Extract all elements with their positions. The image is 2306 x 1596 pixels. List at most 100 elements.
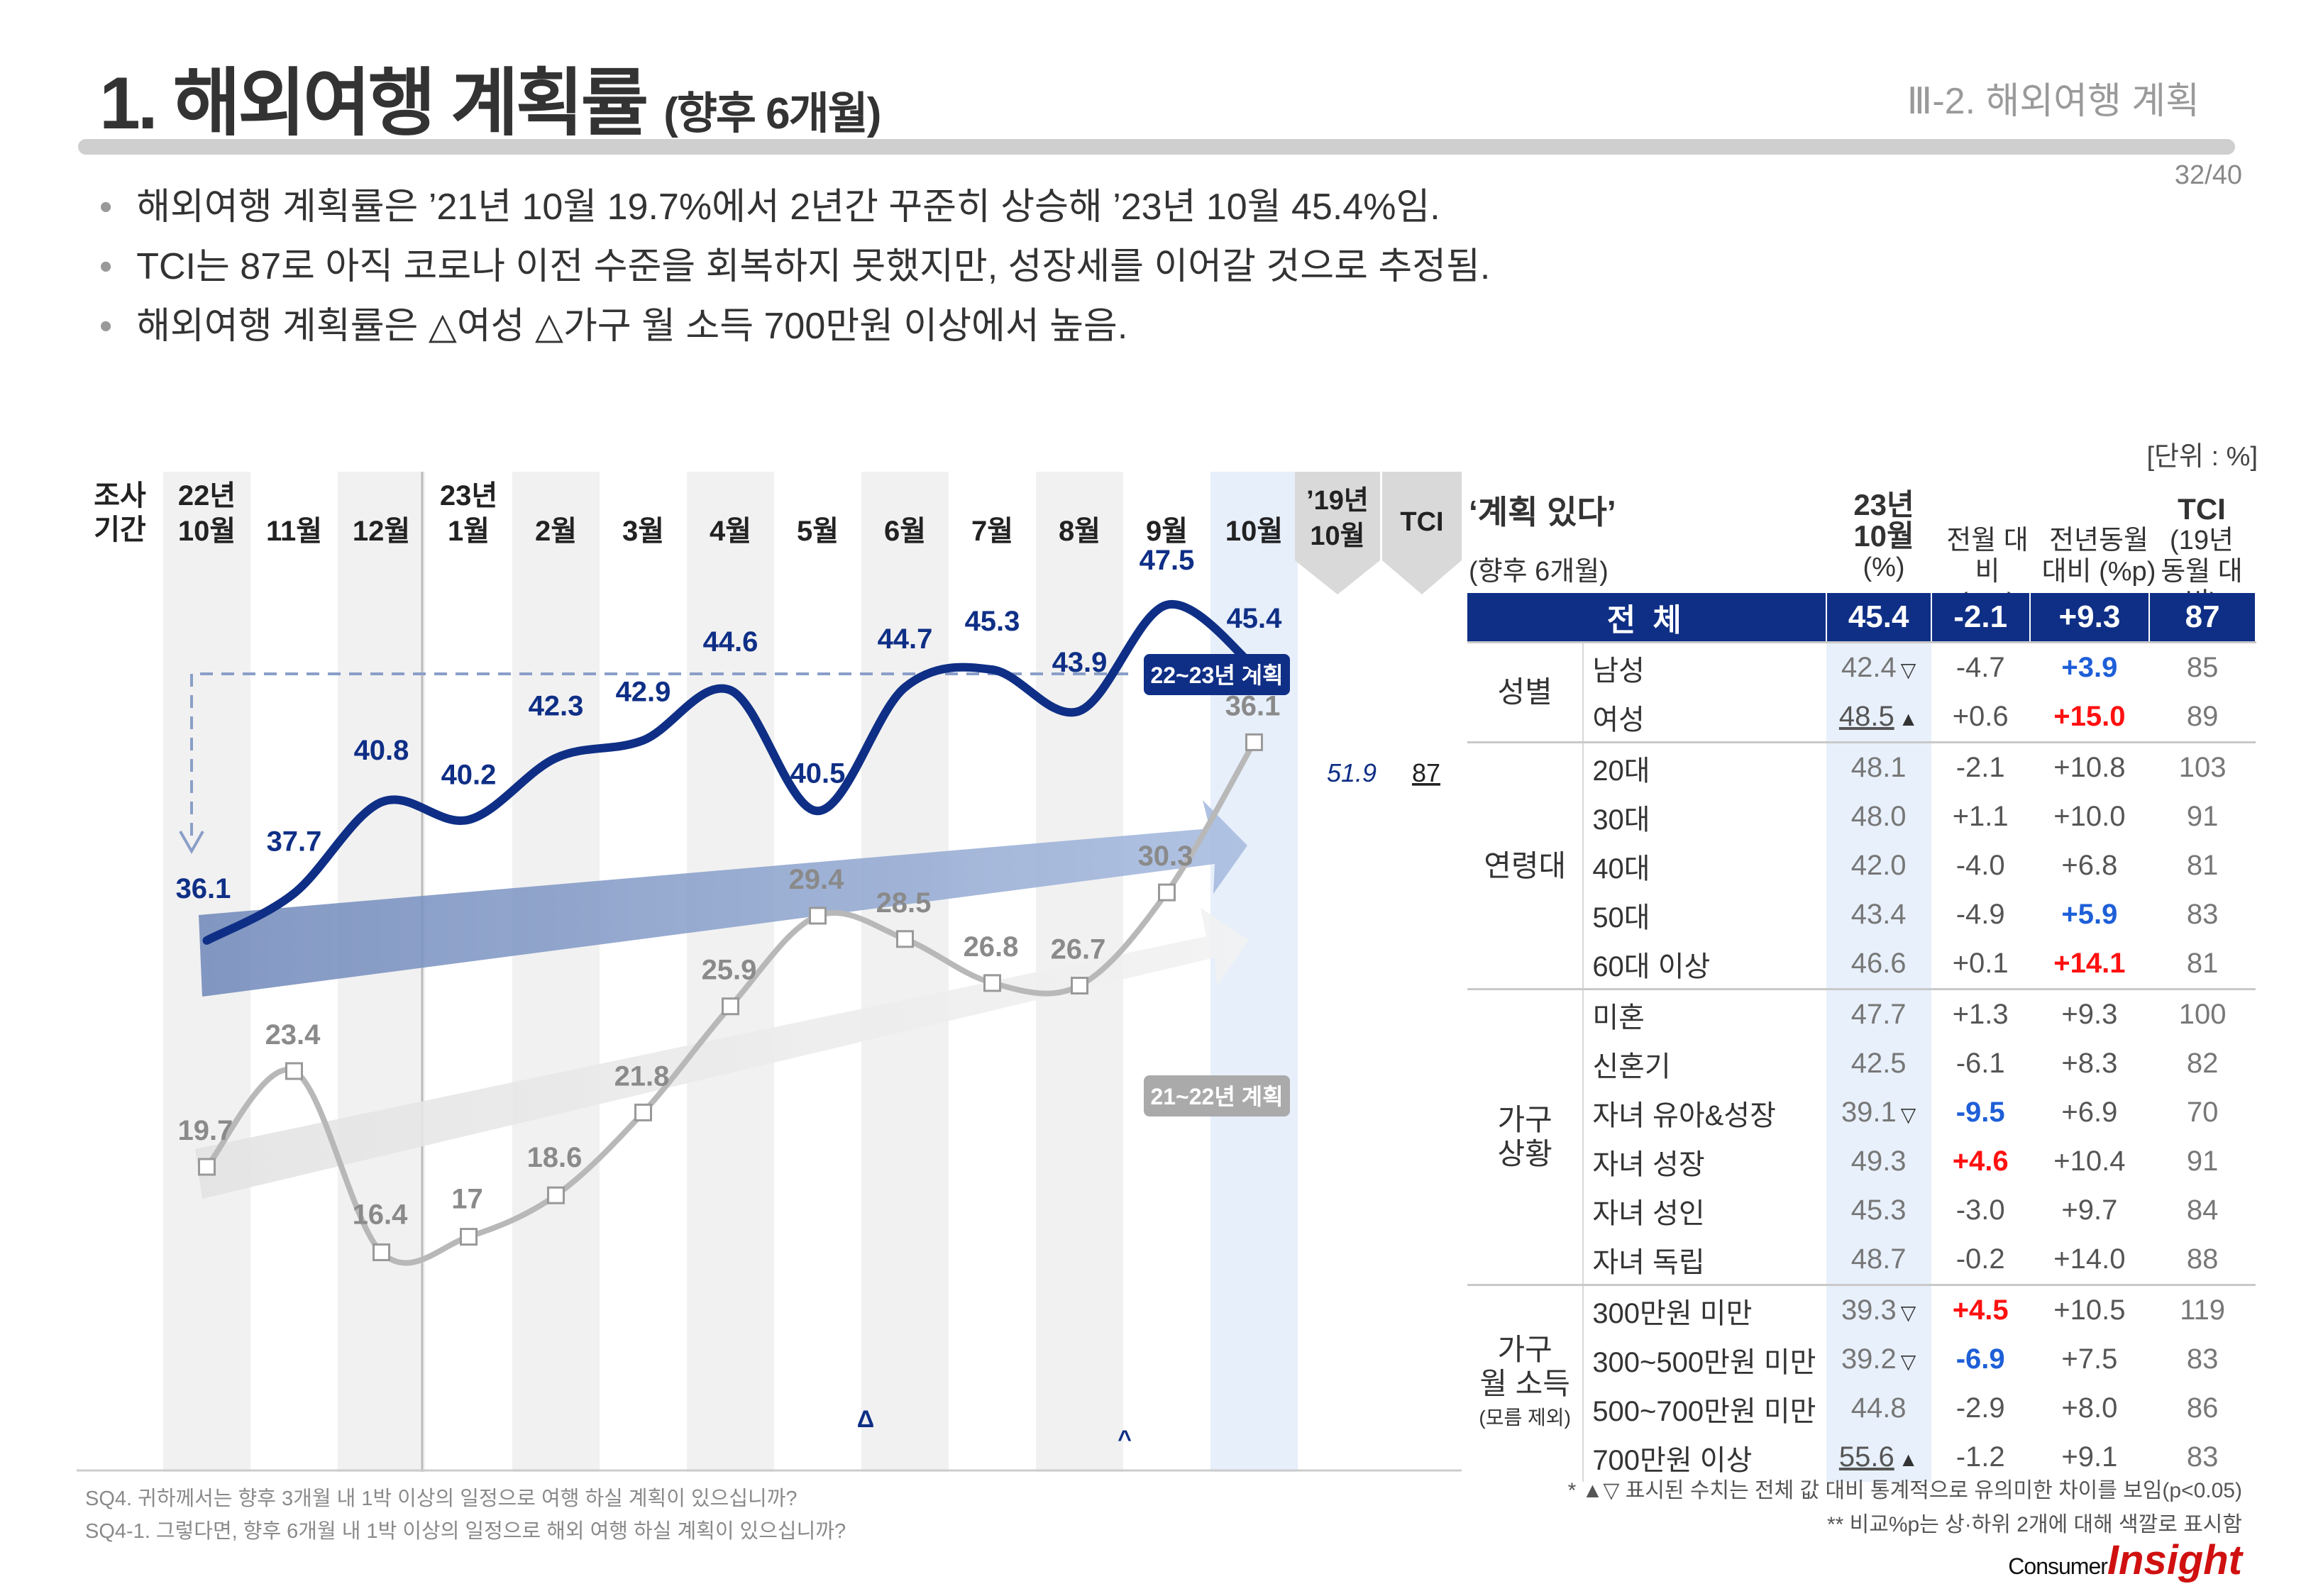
table-title: ‘계획 있다’ <box>1469 494 1616 531</box>
data-label-2122: 29.4 <box>789 864 845 895</box>
note-color: ** 비교%p는 상·하위 2개에 대해 색깔로 표시함 <box>1827 1513 2242 1536</box>
segment-mom: -0.2 <box>1955 1243 2005 1275</box>
segment-yoy: +10.4 <box>2053 1146 2126 1177</box>
data-label-2122: 25.9 <box>702 955 757 986</box>
value-text: 46.6 <box>1850 948 1907 979</box>
table-notes: * ▲▽ 표시된 수치는 전체 값 대비 통계적으로 유의미한 차이를 보임(p… <box>1568 1474 2242 1542</box>
data-label-2122: 28.5 <box>876 887 932 919</box>
sig-down-icon: ▽ <box>1900 659 1916 681</box>
x-tick-label: 7월 <box>971 516 1013 547</box>
chart-column-bg <box>861 472 949 1472</box>
series-point-2122 <box>722 997 739 1016</box>
summary-bullets: 해외여행 계획률은 ’21년 10월 19.7%에서 2년간 꾸준히 상승해 ’… <box>99 177 1490 356</box>
segment-tci: 83 <box>2186 899 2219 930</box>
segment-tci: 100 <box>2149 988 2256 1039</box>
segment-yoy: +14.0 <box>2053 1243 2126 1275</box>
data-label-2122: 18.6 <box>527 1142 583 1173</box>
series-point-2122 <box>460 1228 478 1246</box>
segment-yoy: +6.9 <box>2061 1097 2118 1128</box>
page-title: 1. 해외여행 계획률 (향후 6개월) <box>99 43 881 150</box>
sig-down-icon: ▽ <box>1900 1104 1916 1126</box>
segment-tci: 85 <box>2149 641 2256 692</box>
table-row-total: 전 체 45.4 -2.1 +9.3 87 <box>1467 593 2256 643</box>
table-row: 가구 상황 미혼 47.7 +1.3 +9.3 100 <box>1467 988 2256 1285</box>
data-label-2122: 16.4 <box>353 1199 409 1230</box>
series-point-2122 <box>285 1062 303 1080</box>
series-point-2122 <box>809 907 827 925</box>
segment-yoy: +9.3 <box>2029 988 2150 1039</box>
segment-mom: +0.1 <box>1952 948 2009 979</box>
header-current: 23년 10월 (%) <box>1853 488 1914 583</box>
header-yoy: 전년동월 대비 (%p) <box>2041 526 2156 587</box>
group-label-sex: 성별 <box>1467 641 1584 743</box>
series-point-2122 <box>1245 733 1263 751</box>
series-point-2122 <box>1158 883 1176 902</box>
segment-label: 미혼 <box>1583 988 1826 1039</box>
segment-tci: 103 <box>2149 741 2256 792</box>
segment-value: 43.4 <box>1826 890 1931 939</box>
segment-mom: -2.1 <box>1931 741 2030 792</box>
data-label-2122: 36.1 <box>1225 690 1281 721</box>
segment-mom: +1.3 <box>1931 988 2030 1039</box>
question-sq4: SQ4. 귀하께서는 향후 3개월 내 1박 이상의 일정으로 여행 하실 계획… <box>85 1487 798 1510</box>
table-row: 300~500만원 미만 39.2 ▽ -6.9 +7.5 83 <box>1467 1335 2256 1384</box>
data-label-2223: 37.7 <box>267 826 322 857</box>
data-label-2223: 47.5 <box>1140 545 1195 576</box>
value-text: 47.7 <box>1850 999 1907 1030</box>
segment-value: 45.3 <box>1826 1186 1931 1235</box>
data-label-2223: 40.8 <box>354 735 409 766</box>
unit-label: [단위 : %] <box>2146 442 2258 472</box>
question-sq4-1: SQ4-1. 그렇다면, 향후 6개월 내 1박 이상의 일정으로 해외 여행 … <box>85 1520 846 1543</box>
value-text: 42.4 <box>1841 652 1897 683</box>
x-tick-label: 6월 <box>884 516 926 547</box>
data-label-2122: 23.4 <box>265 1019 321 1051</box>
data-label-2223: 43.9 <box>1052 647 1108 678</box>
data-label-2223: 44.7 <box>878 624 933 655</box>
data-label-2223: 42.3 <box>529 691 584 722</box>
page-number: 32/40 <box>2174 160 2242 190</box>
segment-value: 48.7 <box>1826 1235 1931 1285</box>
x-tick-label: 10월 <box>1225 516 1283 547</box>
x-tick-label: 3월 <box>622 516 664 547</box>
segment-yoy: +6.8 <box>2061 850 2118 881</box>
data-label-2223: 45.3 <box>965 606 1020 637</box>
value-text: 45.3 <box>1850 1195 1907 1226</box>
series-point-2122 <box>634 1103 652 1121</box>
sig-up-icon: ▲ <box>1898 708 1919 730</box>
reference-value: 51.9 <box>1327 758 1377 787</box>
segment-tci: 82 <box>2186 1048 2219 1079</box>
tci-label: TCI <box>1400 507 1443 537</box>
table-row: 700만원 이상 55.6 ▲ -1.2 +9.1 83 <box>1467 1433 2256 1482</box>
segment-tci: 83 <box>2186 1441 2219 1473</box>
period-label: 조사 <box>94 480 146 511</box>
segment-mom: -3.0 <box>1955 1195 2005 1226</box>
segment-label: 자녀 성장 <box>1592 1148 1705 1180</box>
segment-label: 60대 이상 <box>1592 951 1711 982</box>
series-point-2122 <box>373 1243 390 1261</box>
segment-mom: -4.7 <box>1931 641 2030 692</box>
segment-tci: 83 <box>2186 1343 2219 1375</box>
callout-dashed-line <box>190 672 1128 837</box>
segment-tci: 81 <box>2186 850 2219 881</box>
reference-label: ’19년 <box>1306 486 1369 516</box>
group-label-age: 연령대 <box>1467 741 1584 990</box>
table-row: 500~700만원 미만 44.8 -2.9 +8.0 86 <box>1467 1384 2256 1433</box>
segment-yoy: +3.9 <box>2029 641 2150 692</box>
segment-mom: +4.6 <box>1952 1146 2009 1177</box>
table-row: 자녀 독립 48.7 -0.2 +14.0 88 <box>1467 1235 2256 1285</box>
total-yoy: +9.3 <box>2029 593 2151 643</box>
segment-label: 여성 <box>1592 704 1645 736</box>
segment-tci: 89 <box>2186 701 2219 732</box>
segment-label: 자녀 유아&성장 <box>1592 1099 1776 1131</box>
segment-mom: +1.1 <box>1952 801 2009 832</box>
group-label-income: 가구 월 소득 (모름 제외) <box>1467 1284 1584 1482</box>
title-divider <box>78 139 2235 155</box>
value-text: 39.1 <box>1841 1097 1897 1128</box>
bullet-item: 해외여행 계획률은 △여성 △가구 월 소득 700만원 이상에서 높음. <box>99 297 1490 356</box>
chart-column-bg <box>600 472 687 1472</box>
value-text: 39.3 <box>1841 1295 1897 1326</box>
segment-value: 42.5 <box>1826 1039 1931 1088</box>
x-tick-label: 23년 <box>440 480 497 511</box>
segment-table: 전 체 45.4 -2.1 +9.3 87 성별 남성 42.4 ▽ -4.7 +3.9 8… <box>1467 593 2256 1482</box>
